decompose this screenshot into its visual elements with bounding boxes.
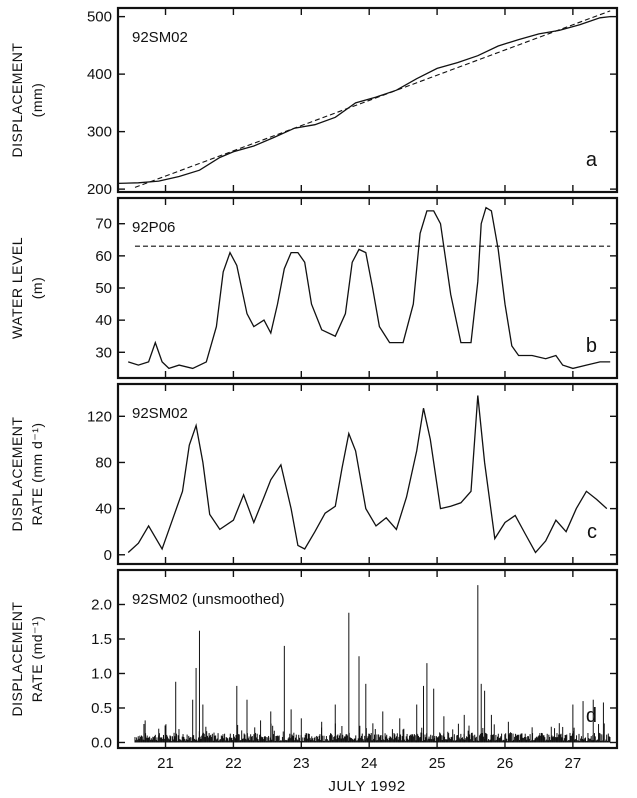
station-label: 92P06 (132, 219, 175, 236)
y-tick-label: 0.0 (91, 734, 112, 751)
y-tick-label: 1.5 (91, 631, 112, 648)
x-tick-label: 27 (565, 755, 582, 772)
panel-d: 0.0 0.5 1.0 1.5 2.0 DISPLACEMENT RATE (md⁻¹) 92… (9, 568, 619, 772)
station-label: 92SM02 (132, 29, 188, 46)
panel-letter: c (587, 521, 597, 543)
x-axis-label: JULY 1992 (328, 778, 405, 795)
series-line-trend (134, 10, 611, 188)
y-axis-label: WATER LEVEL (9, 237, 25, 339)
panel-b-frame (116, 196, 619, 380)
panel-a: 200 300 400 500 DISPLACEMENT (mm) 92SM02 a (9, 6, 619, 198)
x-tick-label: 21 (157, 755, 174, 772)
x-tick-label: 23 (293, 755, 310, 772)
y-tick-label: 400 (87, 66, 112, 83)
y-tick-label: 200 (87, 181, 112, 198)
y-tick-label: 300 (87, 124, 112, 141)
x-tick-label: 25 (429, 755, 446, 772)
y-axis-label: (m) (29, 277, 45, 300)
y-axis-label: DISPLACEMENT (9, 602, 25, 717)
panel-a-frame (116, 6, 619, 194)
panel-c-frame (116, 382, 619, 566)
y-axis-label: RATE (mm d⁻¹) (29, 422, 45, 525)
station-label: 92SM02 (unsmoothed) (132, 591, 285, 608)
series-line-observed (128, 206, 611, 370)
x-tick-label: 24 (361, 755, 378, 772)
station-label: 92SM02 (132, 405, 188, 422)
y-tick-label: 80 (95, 454, 112, 471)
y-axis-label: (mm) (29, 83, 45, 118)
y-tick-label: 40 (95, 312, 112, 329)
x-tick-label: 22 (225, 755, 242, 772)
y-tick-label: 1.0 (91, 665, 112, 682)
panel-d-frame (116, 568, 619, 750)
y-axis-label: RATE (md⁻¹) (29, 616, 45, 703)
panel-letter: a (586, 149, 598, 171)
panel-letter: d (586, 705, 597, 727)
y-tick-label: 500 (87, 9, 112, 26)
y-tick-label: 50 (95, 280, 112, 297)
panel-c: 0 40 80 120 DISPLACEMENT RATE (mm d⁻¹) 92SM02 c (9, 382, 619, 566)
y-axis-label: DISPLACEMENT (9, 417, 25, 532)
panel-letter: b (586, 335, 597, 357)
y-axis-label: DISPLACEMENT (9, 43, 25, 158)
y-tick-label: 70 (95, 216, 112, 233)
y-tick-label: 120 (87, 408, 112, 425)
series-line-observed (117, 15, 611, 185)
x-tick-label: 26 (497, 755, 514, 772)
y-tick-label: 30 (95, 344, 112, 361)
y-tick-label: 2.0 (91, 596, 112, 613)
panel-b: 30 40 50 60 70 WATER LEVEL (m) 92P06 b (9, 196, 619, 380)
series-line-observed (127, 395, 608, 554)
y-tick-label: 0 (104, 547, 112, 564)
y-tick-label: 40 (95, 501, 112, 518)
y-tick-label: 0.5 (91, 700, 112, 717)
y-tick-label: 60 (95, 248, 112, 265)
